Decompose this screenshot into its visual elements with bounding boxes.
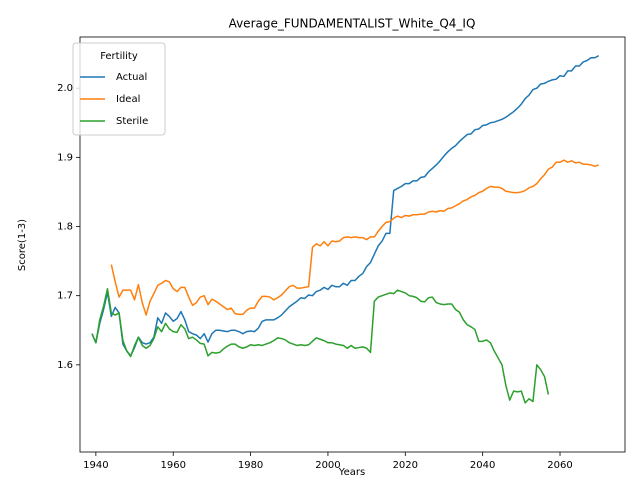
y-tick-label: 1.8 <box>57 222 73 233</box>
x-tick-label: 2060 <box>547 460 572 471</box>
x-tick-label: 1960 <box>160 460 185 471</box>
series-line <box>91 55 600 357</box>
legend-title: Fertility <box>100 51 138 62</box>
x-tick-label: 2040 <box>470 460 495 471</box>
y-tick-label: 1.7 <box>57 291 73 302</box>
series-line <box>91 288 550 404</box>
plot-frame <box>79 36 626 453</box>
x-tick-label: 1980 <box>238 460 263 471</box>
legend-box <box>72 42 166 136</box>
legend-label: Sterile <box>116 116 148 127</box>
y-tick-label: 1.9 <box>57 152 73 163</box>
y-tick-label: 1.6 <box>57 360 73 371</box>
y-tick-label: 2.0 <box>57 83 73 94</box>
chart-title: Average_FUNDAMENTALIST_White_Q4_IQ <box>229 17 476 31</box>
x-axis-label: Years <box>338 467 365 478</box>
x-tick-label: 2000 <box>315 460 340 471</box>
legend-label: Ideal <box>116 94 140 105</box>
x-tick-label: 2020 <box>393 460 418 471</box>
y-axis-label: Score(1-3) <box>17 219 28 271</box>
x-tick-label: 1940 <box>83 460 108 471</box>
legend-label: Actual <box>116 72 147 83</box>
series-line <box>110 159 599 316</box>
